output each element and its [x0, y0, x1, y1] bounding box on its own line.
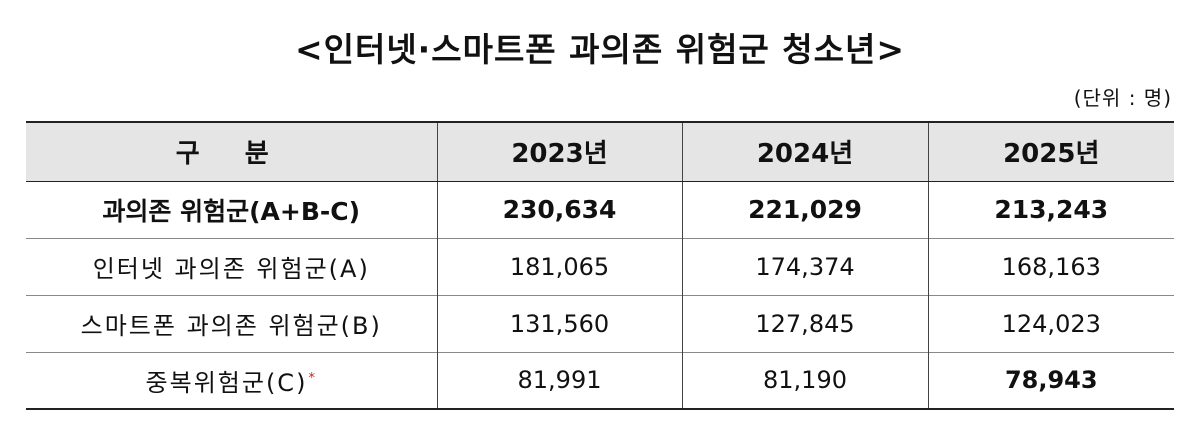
- cell-2024: 127,845: [681, 294, 928, 352]
- cell-2024: 221,029: [681, 180, 928, 238]
- cell-2023: 230,634: [436, 180, 682, 238]
- stats-table: 구 분 2023년 2024년 2025년 과의존 위험군(A+B-C) 230…: [26, 121, 1174, 410]
- table-row-smartphone: 스마트폰 과의존 위험군(B) 131,560 127,845 124,023: [26, 294, 1174, 352]
- cell-2023: 181,065: [436, 237, 682, 295]
- header-2024: 2024년: [681, 121, 928, 182]
- cell-2024: 174,374: [681, 237, 928, 295]
- row-label: 스마트폰 과의존 위험군(B): [26, 294, 437, 352]
- table-header-row: 구 분 2023년 2024년 2025년: [26, 121, 1174, 182]
- table-row-overlap: 중복위험군(C)* 81,991 81,190 78,943: [26, 351, 1174, 410]
- cell-2023: 131,560: [436, 294, 682, 352]
- cell-2025: 124,023: [927, 294, 1174, 352]
- header-2023: 2023년: [436, 121, 682, 182]
- cell-2025: 213,243: [927, 180, 1174, 238]
- table-row-total: 과의존 위험군(A+B-C) 230,634 221,029 213,243: [26, 180, 1174, 238]
- row-label-cell: 중복위험군(C)*: [26, 351, 437, 410]
- table-row-internet: 인터넷 과의존 위험군(A) 181,065 174,374 168,163: [26, 237, 1174, 295]
- cell-2025: 168,163: [927, 237, 1174, 295]
- row-label: 과의존 위험군(A+B-C): [26, 180, 437, 238]
- cell-2025: 78,943: [927, 351, 1174, 410]
- footnote-mark: *: [308, 370, 317, 386]
- row-label: 중복위험군(C): [145, 368, 308, 397]
- header-2025: 2025년: [927, 121, 1174, 182]
- row-label: 인터넷 과의존 위험군(A): [26, 237, 437, 295]
- header-category: 구 분: [26, 121, 437, 182]
- cell-2023: 81,991: [436, 351, 682, 410]
- cell-2024: 81,190: [681, 351, 928, 410]
- document-title: <인터넷·스마트폰 과의존 위험군 청소년>: [294, 30, 906, 69]
- unit-note: (단위 : 명): [1073, 86, 1172, 110]
